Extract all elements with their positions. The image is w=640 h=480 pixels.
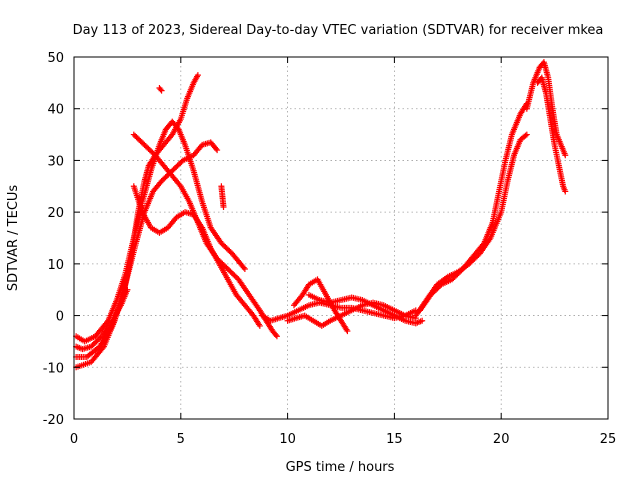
- data-point: [220, 203, 227, 210]
- series-track-l: [412, 131, 530, 319]
- x-tick-label: 15: [386, 432, 403, 447]
- data-point: [273, 333, 280, 340]
- series-track-m: [417, 100, 530, 314]
- axis-ticks: 0 5 10 15 20 25 -20 -10 0 10 20 30 40 50: [43, 51, 617, 447]
- data-point: [344, 328, 351, 335]
- y-tick-label: 30: [47, 154, 64, 169]
- y-tick-label: 20: [47, 206, 64, 221]
- y-axis-label: SDTVAR / TECUs: [6, 185, 21, 292]
- series-track-k: [305, 291, 426, 327]
- y-tick-label: -20: [43, 413, 64, 428]
- data-point: [124, 286, 131, 293]
- y-tick-label: 10: [47, 258, 64, 273]
- data-point: [562, 188, 569, 195]
- series-track-e: [130, 183, 263, 329]
- x-tick-label: 10: [279, 432, 296, 447]
- data-points: [73, 59, 569, 371]
- y-tick-label: 50: [47, 51, 64, 66]
- data-point: [194, 72, 201, 79]
- plot-frame: [73, 56, 609, 420]
- x-tick-label: 5: [177, 432, 185, 447]
- series-track-g: [218, 183, 227, 210]
- data-point: [419, 317, 426, 324]
- y-tick-label: -10: [43, 361, 64, 376]
- y-tick-label: 40: [47, 103, 64, 118]
- x-tick-label: 25: [600, 432, 617, 447]
- series-track-j: [284, 299, 419, 329]
- data-point: [158, 87, 165, 94]
- data-point: [522, 132, 529, 139]
- x-axis-label: GPS time / hours: [286, 460, 395, 475]
- x-tick-label: 0: [70, 432, 78, 447]
- data-point: [213, 145, 220, 152]
- series-track-n: [523, 59, 569, 159]
- y-tick-label: 0: [56, 310, 64, 325]
- series-track-o: [534, 74, 569, 195]
- data-point: [437, 282, 444, 289]
- data-point: [157, 86, 164, 93]
- series-track-f: [156, 85, 165, 94]
- data-point: [562, 152, 569, 159]
- data-point: [523, 131, 530, 138]
- data-point: [178, 158, 185, 165]
- chart-title: Day 113 of 2023, Sidereal Day-to-day VTE…: [73, 23, 604, 38]
- data-point: [272, 331, 279, 338]
- data-point: [256, 322, 263, 329]
- grid: [74, 57, 608, 419]
- x-tick-label: 20: [493, 432, 510, 447]
- data-point: [214, 147, 221, 154]
- data-point: [241, 266, 248, 273]
- series-track-i: [291, 276, 351, 335]
- series-track-p: [73, 286, 131, 353]
